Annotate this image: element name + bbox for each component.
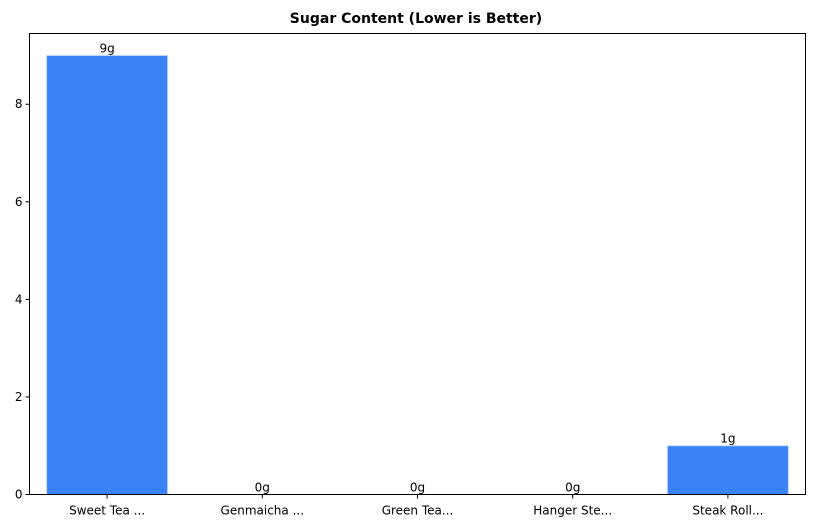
x-tick-label: Green Tea... xyxy=(382,504,454,518)
data-label: 0g xyxy=(565,481,580,495)
chart-title: Sugar Content (Lower is Better) xyxy=(290,11,542,27)
y-axis: 0 2 4 6 8 xyxy=(15,97,30,502)
data-label: 1g xyxy=(720,432,735,446)
plot-area-frame xyxy=(29,33,806,495)
x-tick-label: Sweet Tea ... xyxy=(69,504,145,518)
data-labels: 9g 0g 0g 0g 1g xyxy=(99,41,735,494)
y-tick-label: 0 xyxy=(15,488,23,502)
bar xyxy=(46,54,169,495)
data-label: 9g xyxy=(99,41,114,55)
y-tick-label: 6 xyxy=(15,195,23,209)
x-axis: Sweet Tea ... Genmaicha ... Green Tea... Ha… xyxy=(69,494,763,518)
y-tick-label: 8 xyxy=(15,97,23,111)
y-tick-label: 4 xyxy=(15,292,23,306)
x-tick-label: Steak Roll... xyxy=(692,504,763,518)
bar xyxy=(666,445,789,495)
x-tick-label: Hanger Ste... xyxy=(533,504,612,518)
x-tick-label: Genmaicha ... xyxy=(221,504,304,518)
data-label: 0g xyxy=(410,481,425,495)
bars xyxy=(46,54,789,495)
y-tick-label: 2 xyxy=(15,390,23,404)
data-label: 0g xyxy=(255,481,270,495)
